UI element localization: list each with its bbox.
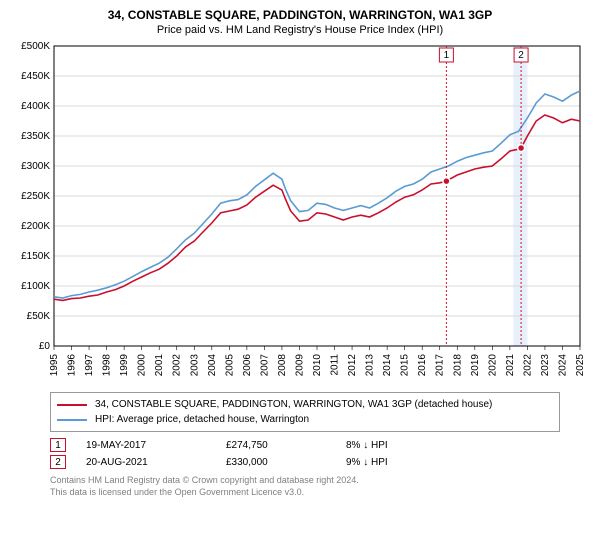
svg-text:1999: 1999 [119, 354, 130, 377]
svg-text:2022: 2022 [522, 354, 533, 377]
svg-text:2003: 2003 [189, 354, 200, 377]
svg-text:£50K: £50K [27, 311, 51, 322]
svg-text:2012: 2012 [347, 354, 358, 377]
legend-row: HPI: Average price, detached house, Warr… [57, 412, 553, 427]
footer-line: This data is licensed under the Open Gov… [50, 487, 590, 499]
transaction-price: £274,750 [226, 440, 346, 451]
svg-text:2016: 2016 [417, 354, 428, 377]
svg-text:1997: 1997 [84, 354, 95, 377]
svg-text:£400K: £400K [21, 101, 50, 112]
svg-text:2024: 2024 [557, 354, 568, 377]
transaction-marker: 2 [50, 455, 66, 469]
transaction-row: 1 19-MAY-2017£274,7508% ↓ HPI [50, 438, 560, 452]
svg-text:2021: 2021 [505, 354, 516, 377]
svg-text:£350K: £350K [21, 131, 50, 142]
transaction-marker: 1 [50, 438, 66, 452]
svg-text:1995: 1995 [49, 354, 60, 377]
legend-text: HPI: Average price, detached house, Warr… [95, 412, 309, 427]
transaction-date: 20-AUG-2021 [86, 457, 226, 468]
svg-text:2008: 2008 [277, 354, 288, 377]
svg-text:£500K: £500K [21, 41, 50, 52]
transaction-table: 1 19-MAY-2017£274,7508% ↓ HPI 2 20-AUG-2021… [50, 438, 560, 469]
footer-text: Contains HM Land Registry data © Crown c… [50, 475, 590, 498]
chart-subtitle: Price paid vs. HM Land Registry's House … [10, 24, 590, 36]
svg-text:2006: 2006 [242, 354, 253, 377]
svg-text:2004: 2004 [207, 354, 218, 377]
svg-text:2025: 2025 [575, 354, 586, 377]
legend-swatch [57, 419, 87, 421]
svg-text:£100K: £100K [21, 281, 50, 292]
legend-swatch [57, 404, 87, 406]
svg-text:2007: 2007 [259, 354, 270, 377]
transaction-date: 19-MAY-2017 [86, 440, 226, 451]
svg-text:2015: 2015 [400, 354, 411, 377]
svg-text:2001: 2001 [154, 354, 165, 377]
svg-text:2010: 2010 [312, 354, 323, 377]
svg-text:£200K: £200K [21, 221, 50, 232]
legend-text: 34, CONSTABLE SQUARE, PADDINGTON, WARRIN… [95, 397, 492, 412]
svg-text:£150K: £150K [21, 251, 50, 262]
svg-text:£450K: £450K [21, 71, 50, 82]
legend: 34, CONSTABLE SQUARE, PADDINGTON, WARRIN… [50, 392, 560, 432]
svg-text:2017: 2017 [435, 354, 446, 377]
svg-text:2014: 2014 [382, 354, 393, 377]
svg-text:£300K: £300K [21, 161, 50, 172]
svg-text:2011: 2011 [330, 354, 341, 376]
svg-text:£250K: £250K [21, 191, 50, 202]
svg-text:2005: 2005 [224, 354, 235, 377]
footer-line: Contains HM Land Registry data © Crown c… [50, 475, 590, 487]
svg-text:2019: 2019 [470, 354, 481, 377]
svg-text:2013: 2013 [365, 354, 376, 377]
svg-text:2002: 2002 [172, 354, 183, 377]
transaction-row: 2 20-AUG-2021£330,0009% ↓ HPI [50, 455, 560, 469]
svg-text:2: 2 [518, 50, 524, 61]
chart-area: £0 £50K £100K £150K £200K £250K £300K £350K £400… [10, 40, 590, 386]
svg-text:2023: 2023 [540, 354, 551, 377]
transaction-delta: 8% ↓ HPI [346, 440, 466, 451]
chart-title: 34, CONSTABLE SQUARE, PADDINGTON, WARRIN… [10, 8, 590, 22]
svg-text:2009: 2009 [294, 354, 305, 377]
svg-text:1: 1 [444, 50, 450, 61]
svg-text:2018: 2018 [452, 354, 463, 377]
svg-text:1996: 1996 [67, 354, 78, 377]
svg-text:1998: 1998 [102, 354, 113, 377]
transaction-delta: 9% ↓ HPI [346, 457, 466, 468]
svg-text:2000: 2000 [137, 354, 148, 377]
legend-row: 34, CONSTABLE SQUARE, PADDINGTON, WARRIN… [57, 397, 553, 412]
svg-text:2020: 2020 [487, 354, 498, 377]
svg-text:£0: £0 [39, 341, 51, 352]
transaction-price: £330,000 [226, 457, 346, 468]
